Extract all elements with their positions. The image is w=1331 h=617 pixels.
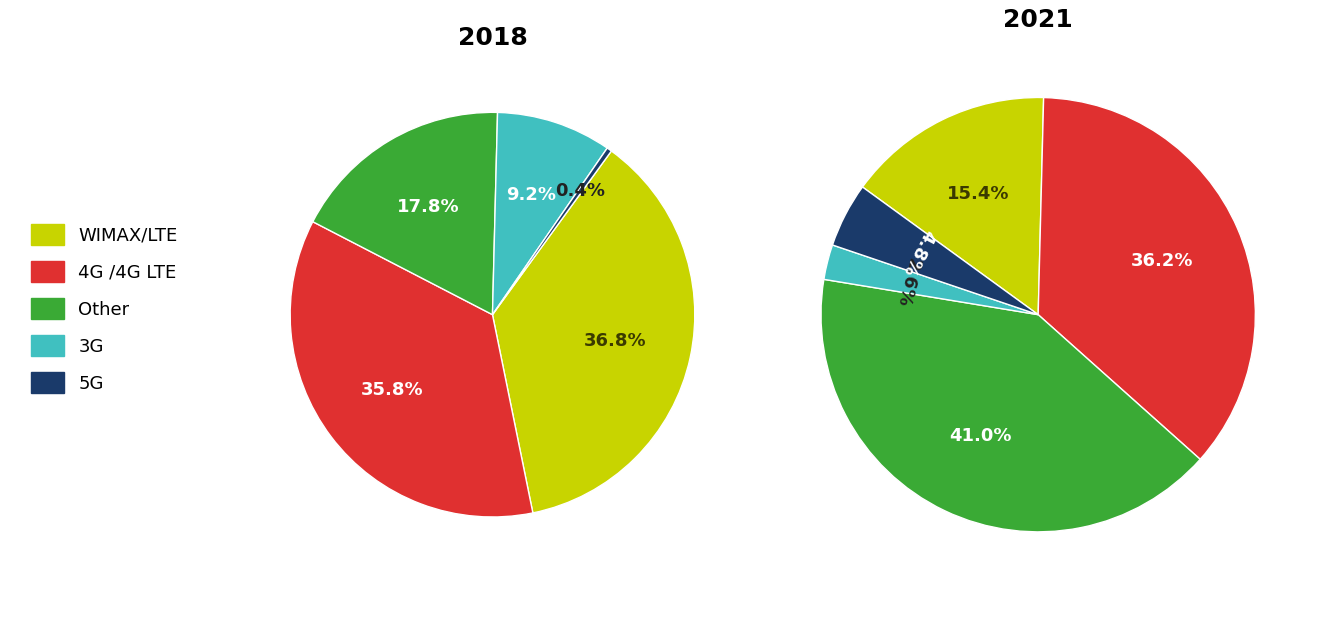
Wedge shape: [290, 222, 532, 517]
Legend: WIMAX/LTE, 4G /4G LTE, Other, 3G, 5G: WIMAX/LTE, 4G /4G LTE, Other, 3G, 5G: [23, 215, 186, 402]
Text: 9.2%: 9.2%: [506, 186, 556, 204]
Wedge shape: [821, 280, 1201, 532]
Text: 4.8%: 4.8%: [898, 226, 938, 279]
Text: 2.6%: 2.6%: [893, 255, 922, 308]
Text: 36.8%: 36.8%: [584, 333, 647, 350]
Text: 41.0%: 41.0%: [949, 427, 1012, 445]
Text: 17.8%: 17.8%: [398, 197, 461, 216]
Text: 0.4%: 0.4%: [555, 182, 606, 200]
Text: 36.2%: 36.2%: [1130, 252, 1193, 270]
Wedge shape: [492, 151, 695, 513]
Title: 2018: 2018: [458, 26, 527, 50]
Wedge shape: [313, 112, 498, 315]
Wedge shape: [832, 187, 1038, 315]
Title: 2021: 2021: [1004, 7, 1073, 31]
Text: 15.4%: 15.4%: [948, 185, 1010, 203]
Wedge shape: [862, 97, 1044, 315]
Text: 35.8%: 35.8%: [361, 381, 423, 399]
Wedge shape: [824, 245, 1038, 315]
Wedge shape: [492, 112, 607, 315]
Wedge shape: [1038, 97, 1255, 459]
Wedge shape: [492, 148, 611, 315]
